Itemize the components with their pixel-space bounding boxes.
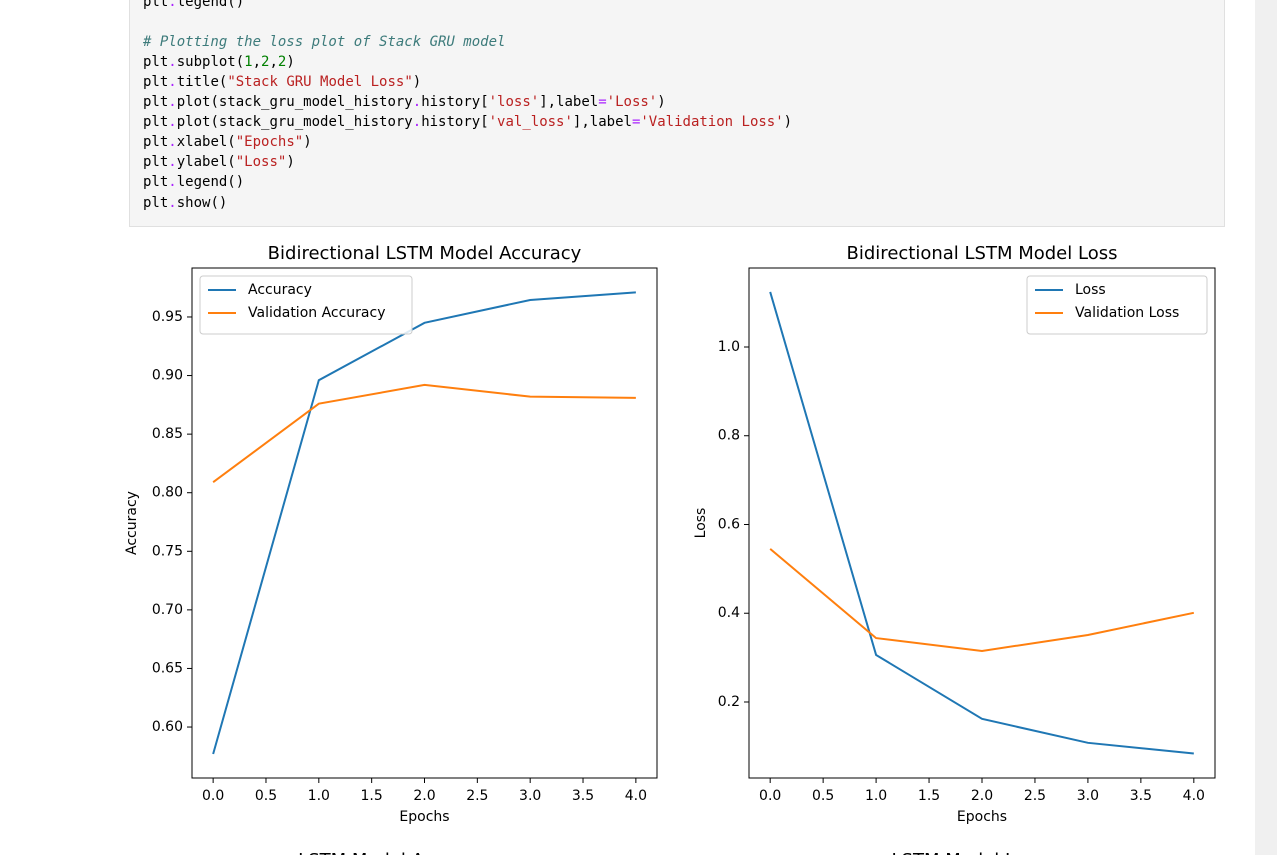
legend-label: Validation Accuracy <box>248 305 386 321</box>
y-tick-label: 0.85 <box>152 426 183 442</box>
series-line <box>212 383 636 483</box>
x-tick-label: 3.5 <box>572 788 594 804</box>
code-line: plt.plot(stack_gru_model_history.history… <box>143 114 793 130</box>
x-tick-label: 0.5 <box>812 788 834 804</box>
y-tick-label: 0.90 <box>152 368 183 384</box>
code-line: plt.legend() <box>143 174 245 190</box>
series-line <box>769 291 1194 755</box>
series-line <box>769 548 1195 652</box>
y-tick-label: 1.0 <box>718 339 740 355</box>
code-line: # Plotting the loss plot of Stack GRU mo… <box>143 34 506 50</box>
code-line: plt.plot(stack_gru_model_history.history… <box>143 94 666 110</box>
y-tick-label: 0.6 <box>718 516 740 532</box>
x-tick-label: 4.0 <box>625 788 647 804</box>
next-chart-title: LSTM Model Accuracy <box>298 850 494 855</box>
x-tick-label: 0.0 <box>759 788 781 804</box>
legend-box <box>1026 275 1208 335</box>
code-cell: plt.legend() # Plotting the loss plot of … <box>129 0 1225 227</box>
x-tick-label: 3.5 <box>1130 788 1152 804</box>
x-tick-label: 3.0 <box>519 788 541 804</box>
x-tick-label: 1.5 <box>918 788 940 804</box>
x-tick-label: 4.0 <box>1183 788 1205 804</box>
code-line: plt.show() <box>143 195 228 211</box>
y-axis-label: Accuracy <box>124 491 140 555</box>
y-tick-label: 0.8 <box>718 428 740 444</box>
x-axis-label: Epochs <box>957 809 1007 825</box>
axes-frame <box>191 267 658 779</box>
x-tick-label: 2.0 <box>413 788 435 804</box>
legend-label: Loss <box>1075 282 1106 298</box>
y-tick-label: 0.4 <box>718 605 740 621</box>
axes-frame <box>748 267 1216 779</box>
x-axis-label: Epochs <box>399 809 449 825</box>
x-tick-label: 0.0 <box>202 788 224 804</box>
chart-title: Bidirectional LSTM Model Loss <box>847 243 1118 264</box>
x-tick-label: 1.5 <box>361 788 383 804</box>
code-line: plt.ylabel("Loss") <box>143 154 295 170</box>
x-tick-label: 1.0 <box>308 788 330 804</box>
code-line: plt.xlabel("Epochs") <box>143 134 312 150</box>
legend-box <box>199 275 413 335</box>
y-axis-label: Loss <box>693 508 709 539</box>
y-tick-label: 0.2 <box>718 694 740 710</box>
next-chart-title: LSTM Model Loss <box>892 850 1045 855</box>
scrollbar-track <box>1255 0 1277 855</box>
x-tick-label: 2.5 <box>466 788 488 804</box>
x-tick-label: 3.0 <box>1077 788 1099 804</box>
legend-label: Validation Loss <box>1075 305 1179 321</box>
y-tick-label: 0.60 <box>152 719 183 735</box>
x-tick-label: 2.5 <box>1024 788 1046 804</box>
legend-label: Accuracy <box>248 282 312 298</box>
chart-title: Bidirectional LSTM Model Accuracy <box>268 243 582 264</box>
y-tick-label: 0.70 <box>152 602 183 618</box>
y-tick-label: 0.80 <box>152 485 183 501</box>
x-tick-label: 2.0 <box>971 788 993 804</box>
y-tick-label: 0.75 <box>152 543 183 559</box>
code-line: plt.title("Stack GRU Model Loss") <box>143 74 422 90</box>
code-line: plt.subplot(1,2,2) <box>143 54 295 70</box>
series-line <box>212 291 636 755</box>
y-tick-label: 0.65 <box>152 660 183 676</box>
x-tick-label: 1.0 <box>865 788 887 804</box>
code-line: plt.legend() <box>143 0 245 10</box>
y-tick-label: 0.95 <box>152 309 183 325</box>
x-tick-label: 0.5 <box>255 788 277 804</box>
